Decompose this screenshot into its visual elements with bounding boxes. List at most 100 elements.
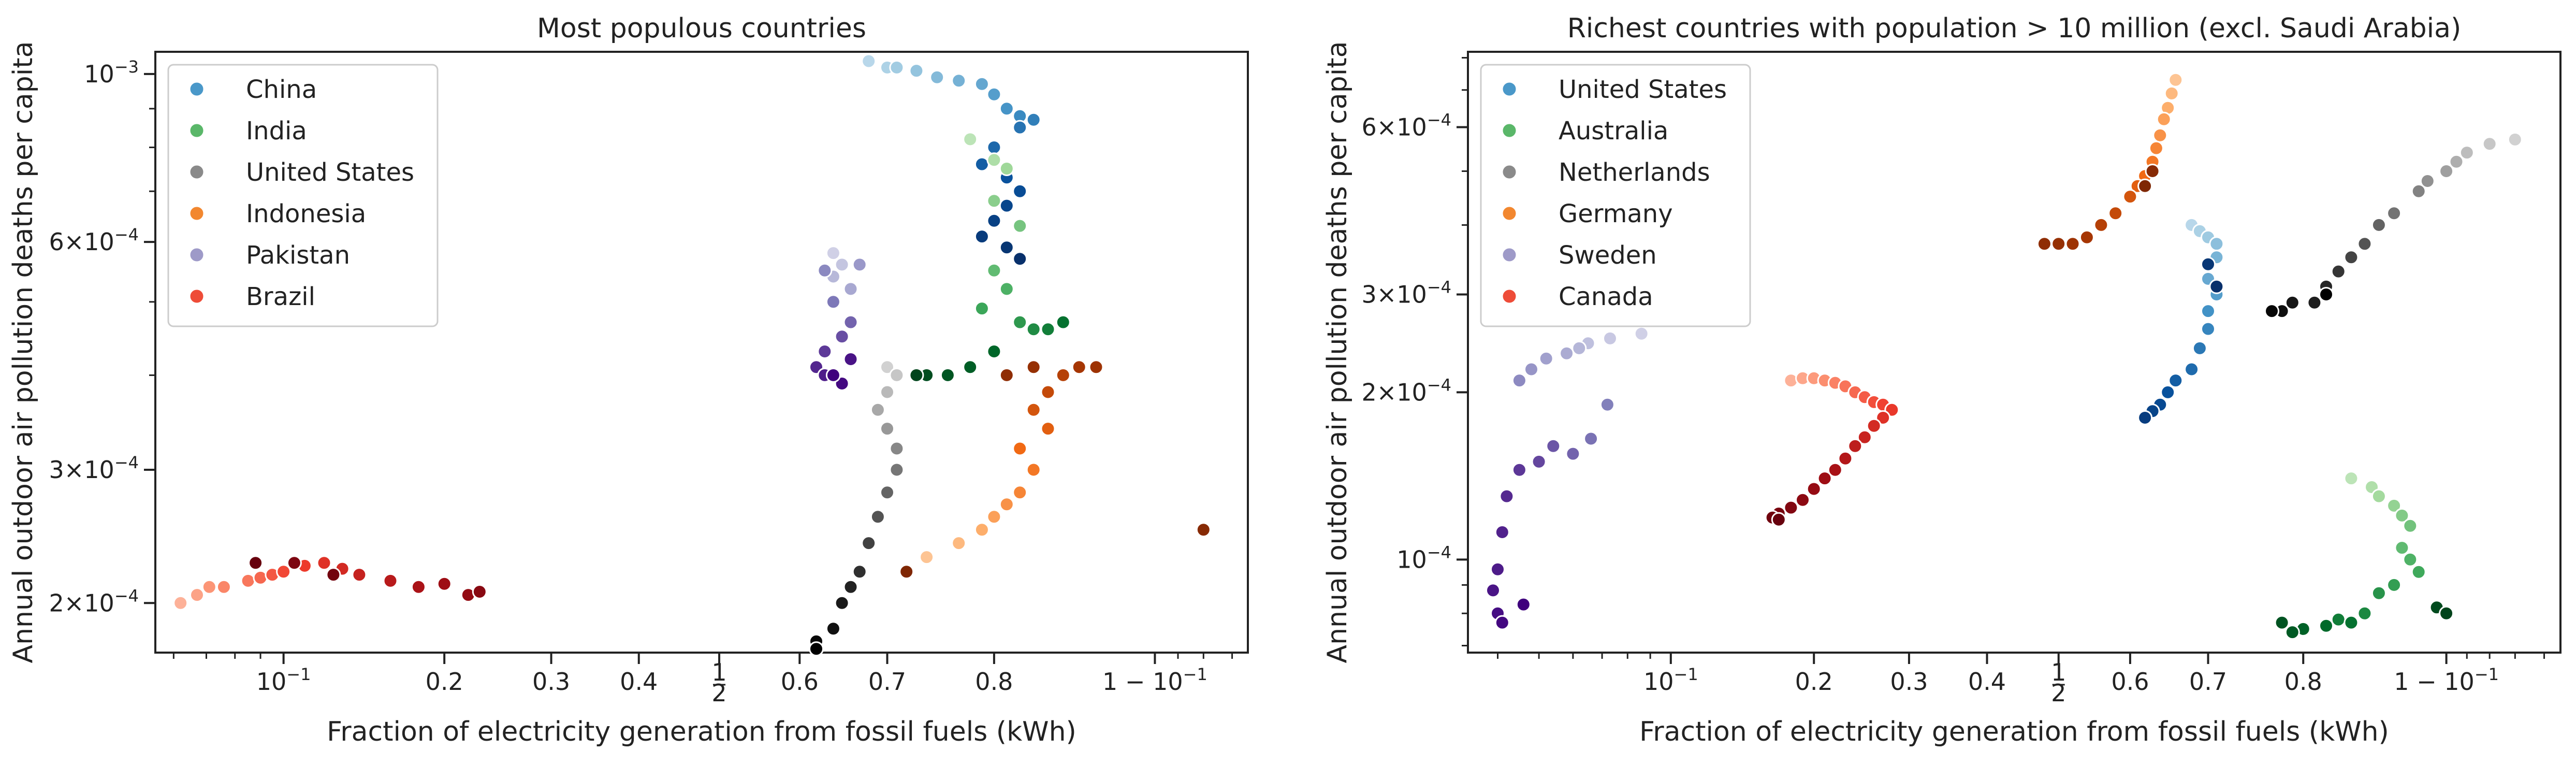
scatter-point-united-states (2168, 373, 2184, 388)
scatter-point-indonesia (1012, 485, 1028, 500)
scatter-point-germany (2065, 236, 2080, 252)
scatter-point-australia (2394, 508, 2410, 523)
scatter-point-china (1026, 112, 1041, 127)
scatter-point-australia (2439, 605, 2454, 621)
chart-title-right: Richest countries with population > 10 m… (1567, 13, 2461, 44)
scatter-point-united-states (880, 384, 895, 400)
svg-text:0.2: 0.2 (1795, 668, 1833, 696)
legend-label: Pakistan (246, 241, 350, 270)
scatter-point-netherlands (2420, 174, 2435, 189)
svg-text:0.3: 0.3 (1890, 668, 1928, 696)
scatter-point-sweden (1538, 351, 1554, 366)
scatter-point-germany (2148, 140, 2164, 156)
scatter-point-china (889, 60, 905, 75)
x-tick-label: 0.2 (1795, 668, 1833, 696)
x-axis-label-right: Fraction of electricity generation from … (1639, 716, 2389, 747)
scatter-point-germany (2079, 229, 2094, 245)
scatter-point-india (1055, 314, 1071, 330)
legend-entries-right: United States Australia Netherlands Germany… (1501, 75, 1727, 311)
scatter-point-united-states (870, 509, 885, 525)
scatter-point-indonesia (1040, 421, 1056, 437)
legend-label: Brazil (246, 282, 315, 311)
x-tick-label: 12 (2051, 658, 2066, 707)
scatter-point-germany (2168, 72, 2184, 88)
scatter-point-united-states (834, 595, 850, 611)
scatter-point-china (861, 53, 877, 69)
scatter-point-indonesia (986, 509, 1002, 525)
scatter-point-sweden (1565, 446, 1581, 461)
scatter-point-australia (2357, 605, 2373, 621)
scatter-point-netherlands (2319, 287, 2334, 302)
scatter-point-india (1012, 218, 1028, 234)
legend-label: United States (1559, 75, 1727, 104)
x-tick-label: 12 (711, 658, 726, 707)
scatter-point-australia (2284, 625, 2300, 640)
scatter-point-netherlands (2307, 295, 2322, 310)
scatter-point-sweden (1559, 345, 1575, 361)
scatter-point-canada (1817, 471, 1832, 486)
scatter-point-pakistan (843, 314, 858, 330)
scatter-point-sweden (1531, 454, 1547, 469)
scatter-point-pakistan (834, 257, 850, 272)
legend-marker (188, 81, 205, 97)
scatter-point-pakistan (825, 367, 841, 383)
scatter-point-germany (2036, 236, 2052, 252)
scatter-point-australia (2411, 564, 2426, 580)
scatter-point-sweden (1486, 583, 1501, 598)
legend-marker (188, 164, 205, 180)
scatter-point-india (999, 161, 1014, 176)
scatter-point-india (1012, 314, 1028, 330)
scatter-point-canada (1771, 512, 1786, 527)
scatter-point-indonesia (1055, 367, 1071, 383)
y-tick-label: 6×10−4 (1361, 110, 1451, 141)
legend-label: Sweden (1559, 241, 1657, 270)
legend-box-left (167, 64, 439, 327)
y-tick-label: 10−3 (84, 57, 139, 88)
scatter-point-united-states (2201, 321, 2216, 337)
scatter-point-netherlands (2482, 136, 2497, 152)
scatter-point-united-states (809, 641, 824, 657)
scatter-point-netherlands (2284, 295, 2300, 310)
x-tick-label: 0.2 (426, 668, 463, 696)
chart-title-left: Most populous countries (537, 13, 866, 44)
scatter-point-indonesia (999, 367, 1014, 383)
scatter-point-india (963, 359, 978, 375)
scatter-point-netherlands (2411, 183, 2426, 199)
scatter-point-united-states (2184, 362, 2200, 377)
x-tick-label: 0.3 (1890, 668, 1928, 696)
scatter-point-united-states (852, 564, 867, 580)
scatter-point-germany (2164, 85, 2179, 101)
svg-text:10−1: 10−1 (1643, 665, 1698, 696)
scatter-point-australia (2319, 618, 2334, 633)
scatter-point-canada (1827, 462, 1843, 478)
y-tick-label: 10−4 (1396, 542, 1451, 573)
legend-marker (1501, 81, 1518, 97)
svg-text:0.8: 0.8 (975, 668, 1013, 696)
svg-text:3×10−4: 3×10−4 (1361, 277, 1451, 308)
scatter-point-sweden (1599, 397, 1615, 412)
scatter-point-brazil (173, 595, 188, 611)
y-axis-label-right: Annual outdoor air pollution deaths per … (1322, 41, 1353, 663)
scatter-point-sweden (1583, 431, 1599, 446)
x-tick-label: 0.3 (532, 668, 570, 696)
scatter-point-united-states (2192, 340, 2207, 356)
scatter-point-india (986, 344, 1002, 359)
scatter-point-netherlands (2264, 304, 2279, 319)
axis-ticks-left: 10−1 0.2 0.3 0.4 12 0.6 0.7 0.8 1 − 10−1 2×10−4 3×… (49, 57, 1233, 707)
scatter-point-united-states (889, 441, 905, 456)
scatter-point-sweden (1511, 462, 1527, 478)
scatter-point-united-states (861, 536, 877, 551)
y-tick-label: 2×10−4 (1361, 375, 1451, 406)
scatter-point-brazil (326, 567, 341, 583)
legend-marker (1501, 205, 1518, 222)
scatter-point-india (1026, 322, 1041, 337)
scatter-point-germany (2108, 206, 2123, 221)
scatter-point-china (986, 140, 1002, 155)
scatter-point-germany (2093, 217, 2109, 233)
legend-right: United States Australia Netherlands Germany… (1480, 64, 1751, 327)
scatter-point-china (974, 76, 989, 92)
scatter-point-china (999, 240, 1014, 255)
scatter-point-united-states (880, 485, 895, 500)
scatter-point-pakistan (834, 329, 850, 344)
